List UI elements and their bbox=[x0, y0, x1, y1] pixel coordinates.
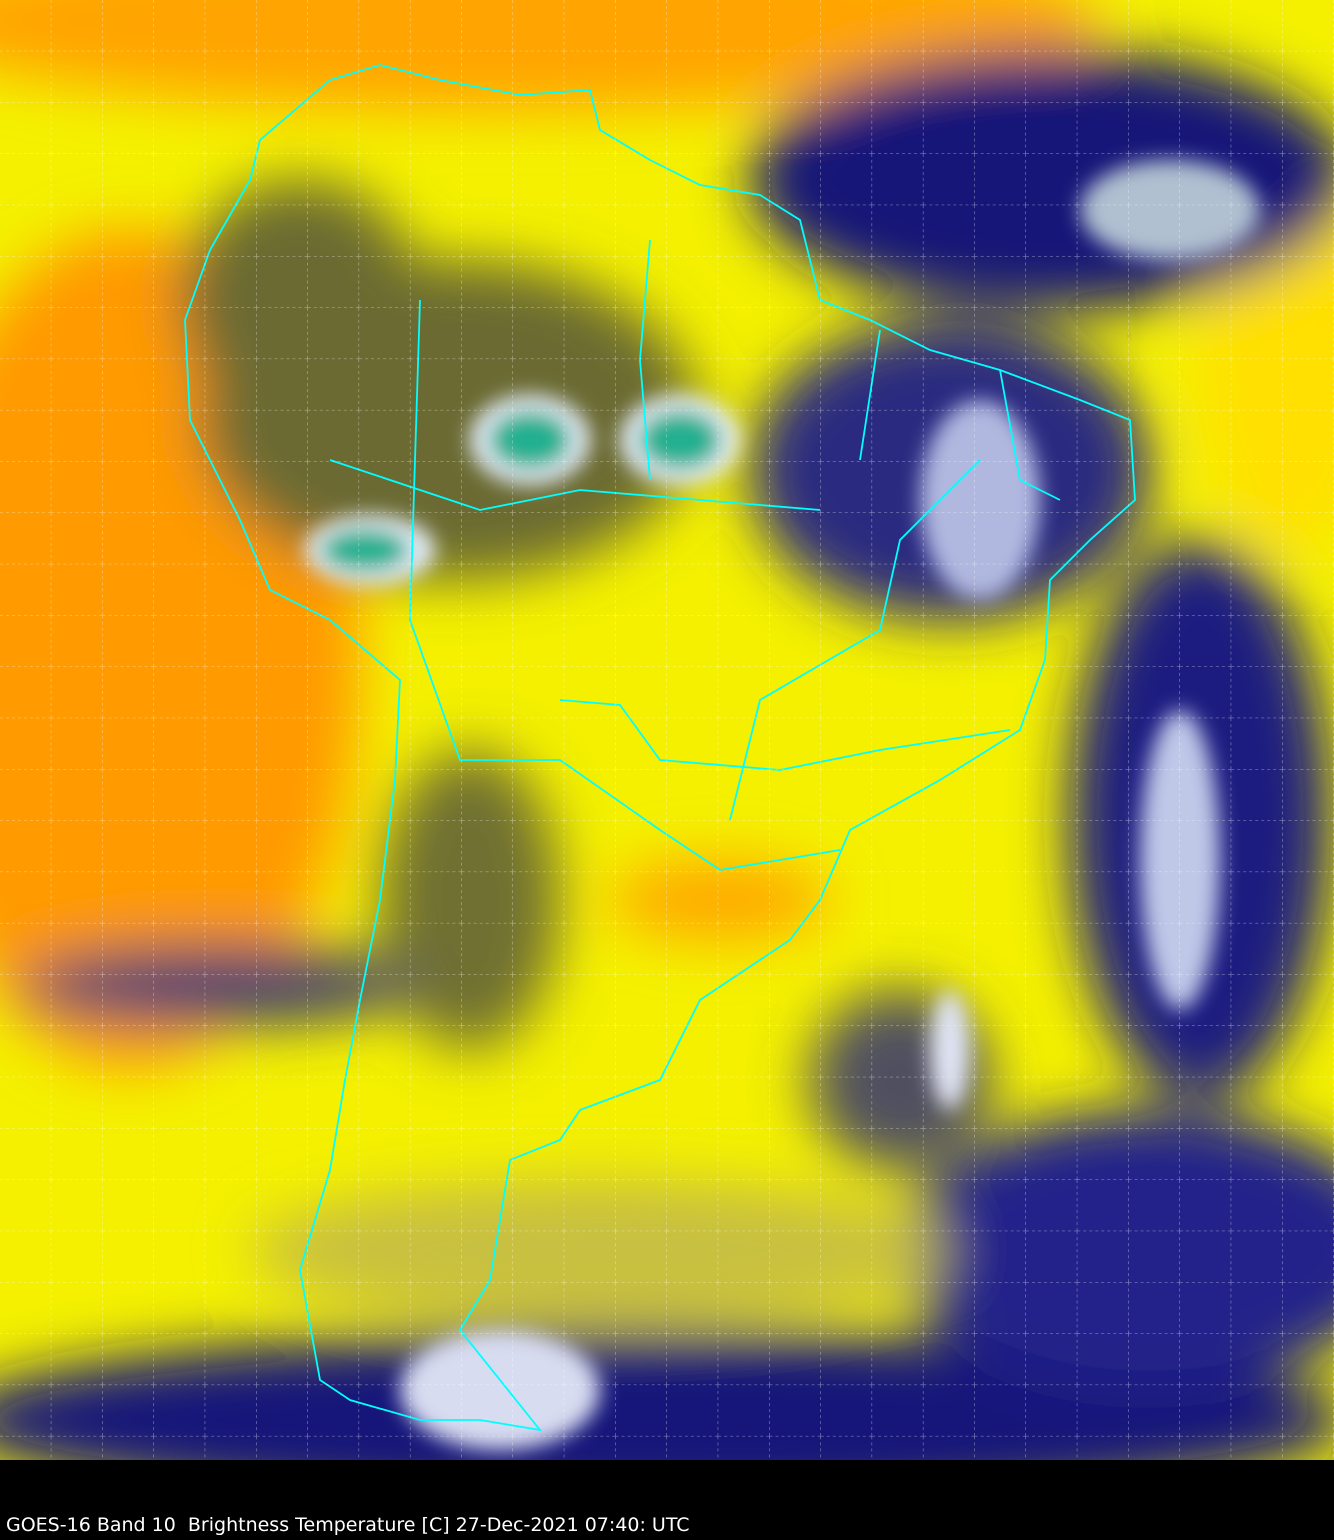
lat-lon-grid bbox=[0, 0, 1334, 1460]
satellite-image bbox=[0, 0, 1334, 1460]
image-caption: GOES-16 Band 10 Brightness Temperature [… bbox=[6, 1514, 690, 1536]
